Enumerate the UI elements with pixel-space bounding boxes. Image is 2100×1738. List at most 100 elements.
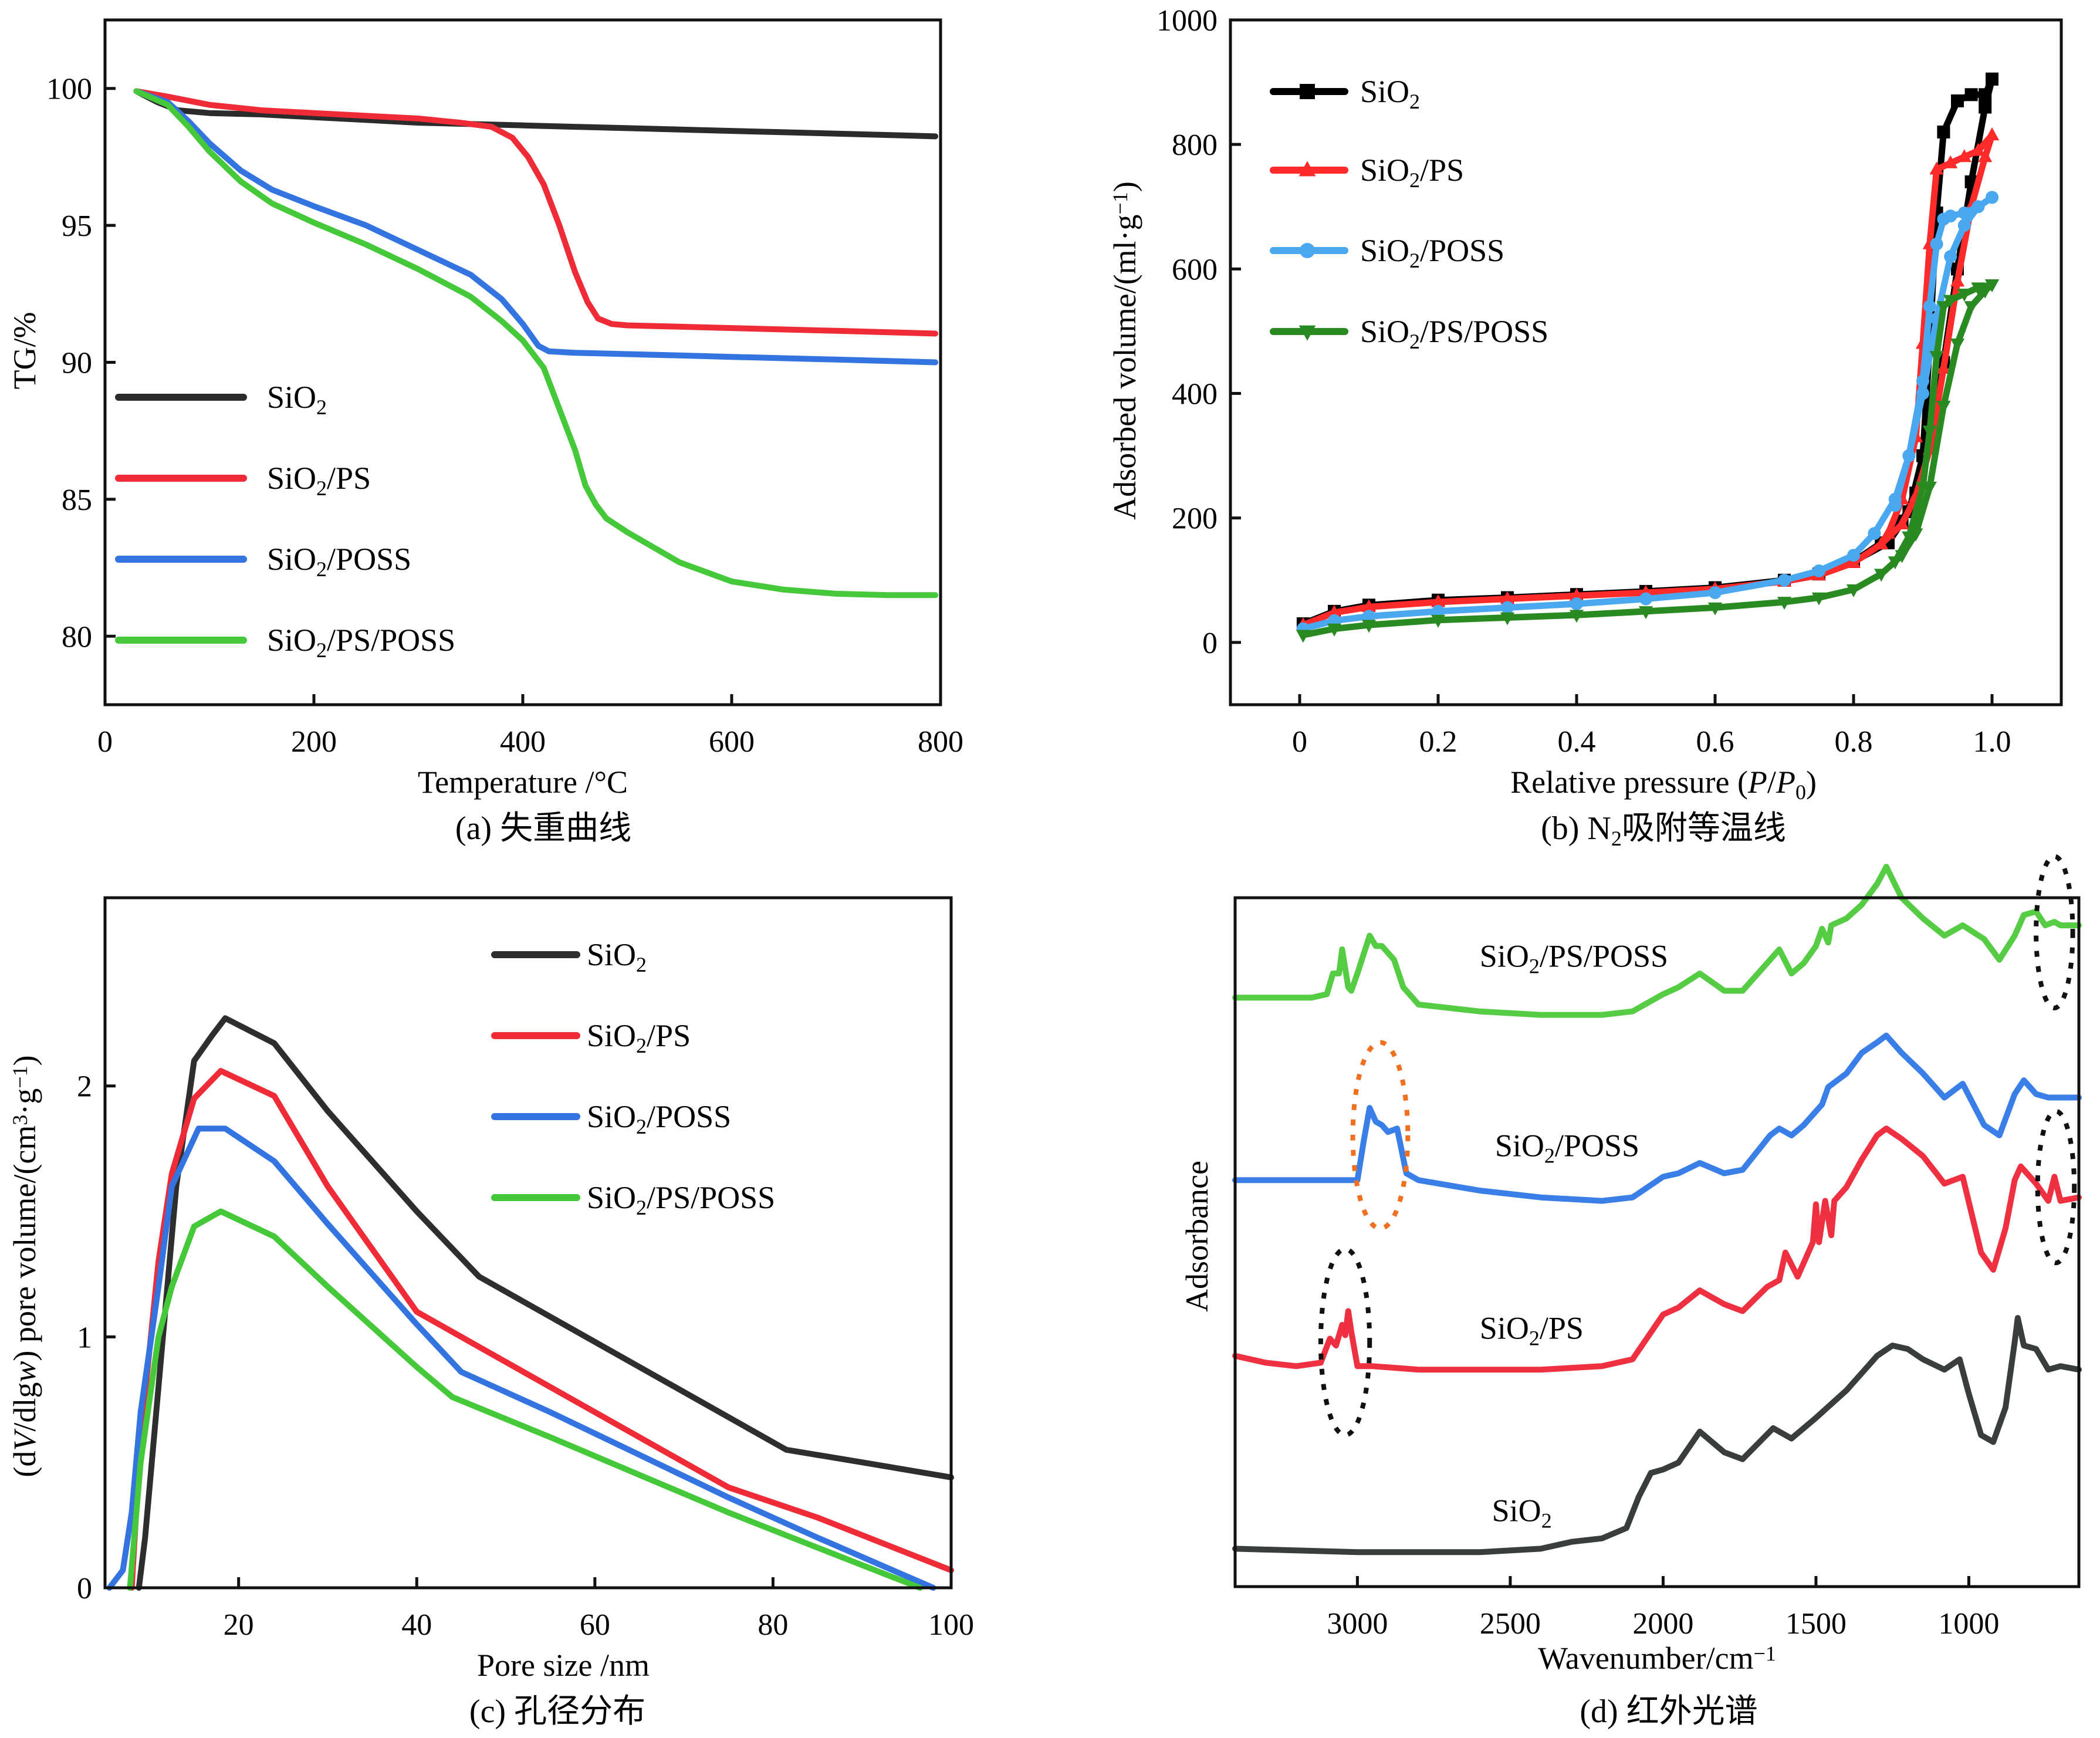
data-marker — [1971, 143, 1986, 156]
series-desorption-sio2-ps-poss — [1892, 281, 1996, 565]
data-marker — [1984, 279, 2000, 293]
legend-label-part: 2 — [1409, 330, 1420, 353]
data-marker — [1881, 526, 1896, 539]
curve-label: SiO2/PS — [1480, 1310, 1584, 1350]
data-marker — [1916, 374, 1929, 388]
legend-marker — [1298, 325, 1316, 341]
x-tick-label: 0 — [97, 725, 113, 759]
y-tick-label: 0 — [1202, 627, 1218, 660]
series-line-sio2-poss — [1232, 1032, 2082, 1204]
panel-caption-part: 吸附等温线 — [1622, 810, 1786, 847]
data-marker — [1923, 300, 1936, 313]
legend-label-part: 2 — [636, 1196, 647, 1219]
dotted-ellipse-annotation — [2034, 854, 2075, 1010]
legend-label-part: 2 — [316, 476, 327, 500]
y-axis-label-part: V — [7, 1428, 42, 1451]
data-marker — [1874, 569, 1889, 582]
legend-label: SiO2/POSS — [587, 1099, 731, 1138]
legend-label: SiO2/PS — [587, 1018, 691, 1057]
legend-label: SiO2/POSS — [1360, 233, 1504, 272]
x-tick-label: 600 — [709, 725, 755, 759]
y-axis-label: Adsorbance — [1179, 1161, 1215, 1312]
legend-label-part: 2 — [1409, 90, 1420, 113]
x-tick-label: 0.8 — [1835, 725, 1873, 759]
x-tick-label: 0.4 — [1558, 725, 1596, 759]
legend-label-part: 2 — [316, 557, 327, 581]
data-marker — [1888, 499, 1902, 512]
data-marker — [1950, 273, 1965, 287]
curve-label-part: 2 — [1541, 1509, 1552, 1532]
panel-caption: (c) 孔径分布 — [469, 1693, 645, 1730]
data-marker — [1709, 586, 1722, 600]
legend-label-part: /PS/POSS — [327, 623, 455, 658]
legend-label: SiO2/POSS — [267, 542, 411, 581]
x-tick-label: 100 — [928, 1608, 974, 1642]
x-tick-label: 2000 — [1632, 1607, 1693, 1641]
x-tick-label: 400 — [500, 725, 546, 759]
curve-label-part: SiO — [1480, 938, 1529, 973]
data-marker — [1432, 604, 1445, 618]
series-adsorption-sio2-ps-poss — [1300, 281, 1996, 638]
y-tick-label: 1 — [77, 1321, 92, 1354]
series-line-sio2-ps — [1232, 1125, 2082, 1373]
data-marker — [1570, 597, 1583, 611]
y-axis-label-part: ) pore volume/(cm — [7, 1125, 42, 1361]
legend-marker — [1300, 243, 1315, 258]
legend-label-part: SiO — [587, 1018, 636, 1053]
y-axis-label-part: Adsorbed volume/(ml·g — [1107, 214, 1142, 519]
legend-label-part: /PS — [1420, 153, 1464, 188]
data-marker — [1971, 282, 1986, 296]
x-tick-label: 0.6 — [1696, 725, 1734, 759]
y-axis-label-part: /dlg — [7, 1382, 42, 1432]
legend-label-part: SiO — [1360, 153, 1409, 188]
legend-label: SiO2 — [267, 380, 327, 419]
x-tick-label: 1.0 — [1973, 725, 2011, 759]
x-axis-label: Relative pressure (P/P0) — [1510, 765, 1817, 804]
data-marker — [1296, 630, 1310, 643]
y-axis-label-part: −1 — [1108, 192, 1132, 214]
x-tick-label: 0 — [1292, 725, 1307, 759]
y-axis-label-part: (d — [7, 1451, 42, 1477]
legend-label-part: 2 — [636, 1115, 647, 1138]
y-axis-label-part: ) — [1107, 181, 1142, 192]
data-marker — [1979, 100, 1992, 114]
legend-label: SiO2/PS/POSS — [267, 623, 455, 662]
x-axis-label-part: ) — [1806, 765, 1817, 800]
x-axis-label-part: P — [1776, 765, 1795, 800]
legend-label-part: SiO — [587, 937, 636, 972]
data-marker — [1943, 155, 1958, 168]
data-marker — [1986, 72, 1998, 86]
legend-label-part: SiO — [1360, 74, 1409, 109]
y-axis-label-part: 3 — [8, 1115, 32, 1125]
data-marker — [1964, 88, 1978, 102]
legend-label-part: SiO — [587, 1099, 636, 1134]
curve-label-part: /POSS — [1555, 1128, 1639, 1163]
series-line-sio2-ps — [133, 88, 939, 337]
data-marker — [1431, 614, 1446, 628]
legend-label-part: SiO — [267, 380, 316, 415]
data-marker — [1569, 588, 1584, 601]
data-marker — [1916, 387, 1929, 400]
x-tick-label: 40 — [401, 1608, 432, 1642]
legend-label-part: /POSS — [327, 542, 411, 577]
data-marker — [1937, 212, 1950, 226]
x-axis-label-part: Relative pressure ( — [1510, 765, 1748, 800]
data-marker — [1951, 94, 1964, 107]
curve-label-part: SiO — [1480, 1310, 1529, 1345]
curve-label-part: /PS/POSS — [1540, 938, 1668, 973]
y-tick-label: 800 — [1172, 129, 1218, 162]
data-marker — [1847, 549, 1860, 562]
x-tick-label: 2500 — [1480, 1607, 1541, 1641]
legend-label-part: 2 — [636, 953, 647, 976]
panel-caption-part: 2 — [1611, 827, 1622, 850]
series-line-sio2-poss — [106, 1125, 936, 1591]
data-marker — [1431, 594, 1446, 607]
data-marker — [1501, 601, 1514, 614]
data-marker — [1500, 612, 1515, 625]
y-tick-label: 100 — [46, 73, 92, 106]
data-marker — [1957, 149, 1972, 163]
data-marker — [1957, 289, 1972, 302]
data-marker — [1986, 191, 1998, 204]
